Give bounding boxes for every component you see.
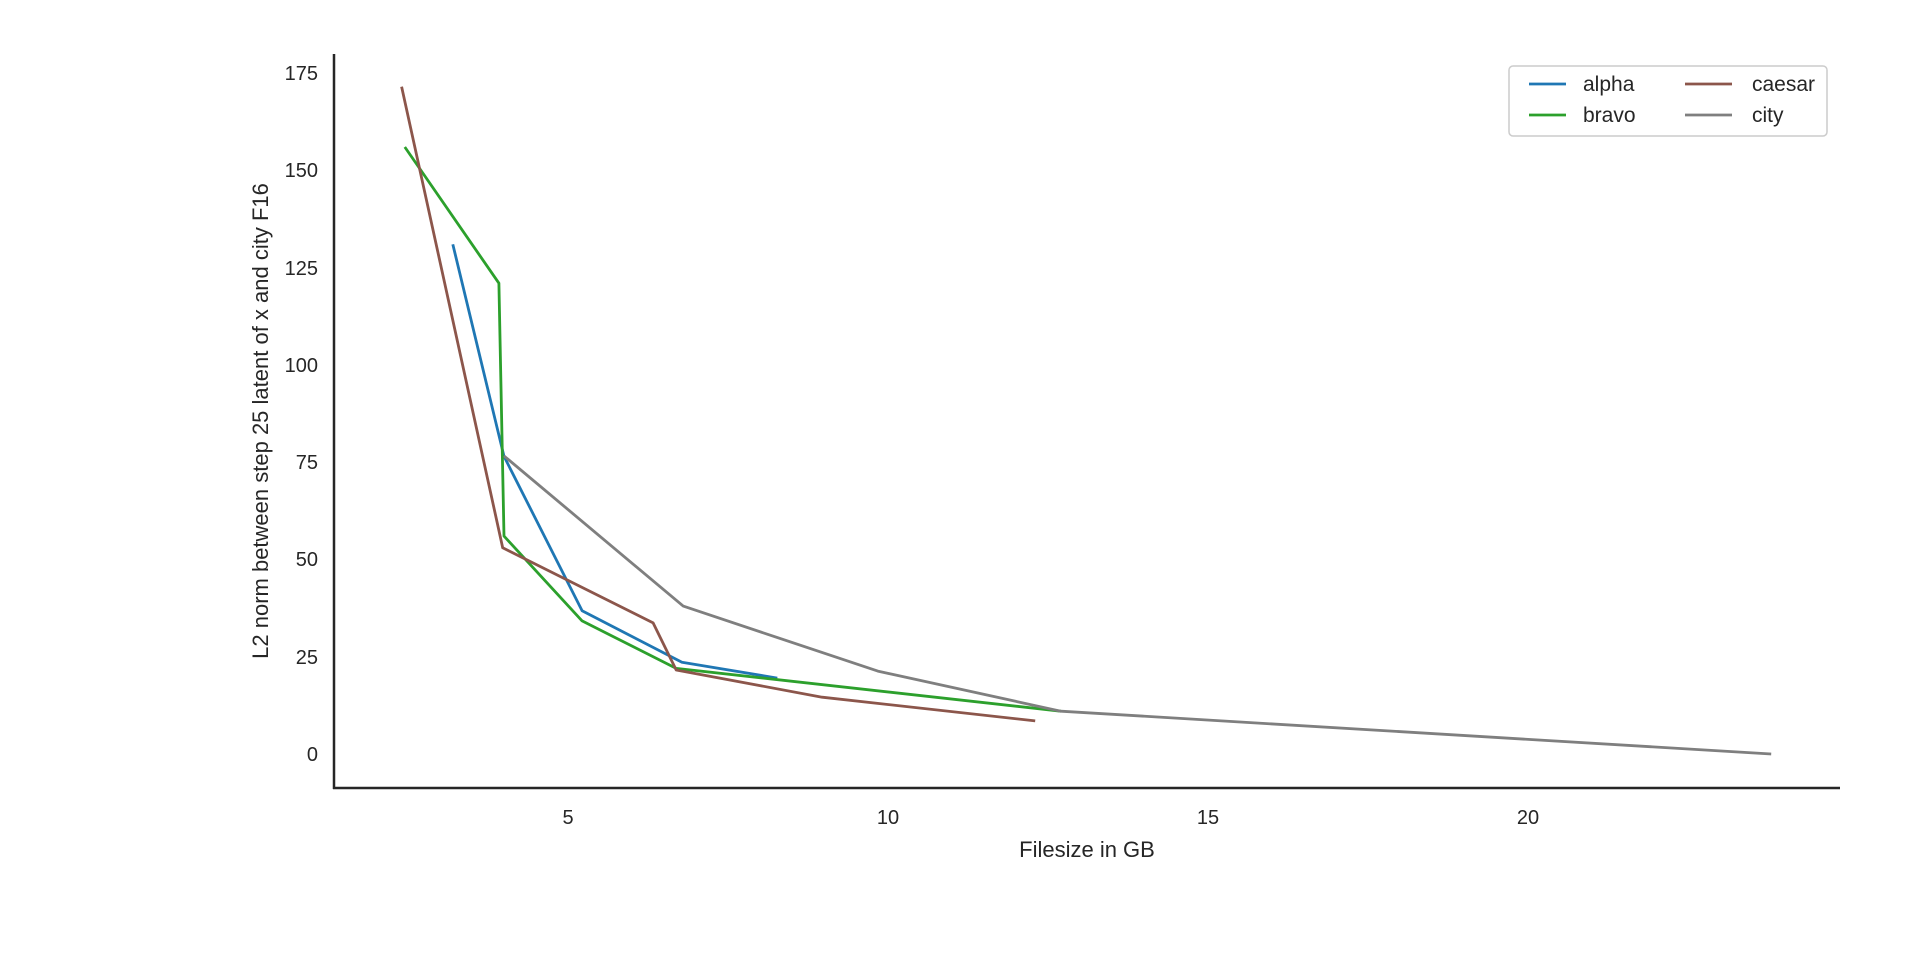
x-tick-label: 5 [562,807,573,829]
legend: alpha bravo caesar city [1508,65,1828,137]
y-tick-label: 100 [285,355,318,377]
y-tick-label: 150 [285,160,318,182]
series-line-bravo [403,146,1061,713]
y-tick-label: 50 [296,549,318,571]
y-tick-labels: 0 25 50 75 100 125 150 175 [285,63,318,766]
series-line-caesar [400,86,1036,723]
y-tick-label: 75 [296,452,318,474]
legend-label: caesar [1752,73,1815,96]
legend-item-caesar[interactable]: caesar [1685,73,1815,96]
legend-label: bravo [1583,104,1636,127]
legend-label: alpha [1583,73,1635,96]
x-tick-label: 15 [1197,807,1219,829]
legend-label: city [1752,104,1784,127]
legend-frame [1508,65,1828,137]
legend-item-alpha[interactable]: alpha [1529,73,1635,96]
x-tick-labels: 5 10 15 20 [562,807,1539,829]
y-tick-label: 125 [285,258,318,280]
y-tick-label: 0 [307,744,318,766]
x-tick-label: 20 [1517,807,1539,829]
y-tick-label: 25 [296,647,318,669]
legend-item-bravo[interactable]: bravo [1529,104,1636,127]
plot-area [334,54,1840,788]
y-axis-label: L2 norm between step 25 latent of x and … [248,183,273,659]
legend-item-city[interactable]: city [1685,104,1784,127]
series-layer [400,86,1772,756]
x-tick-label: 10 [877,807,899,829]
x-axis-label: Filesize in GB [1019,837,1155,862]
series-line-city [503,454,1772,756]
series-line-alpha [451,243,778,680]
y-tick-label: 175 [285,63,318,85]
